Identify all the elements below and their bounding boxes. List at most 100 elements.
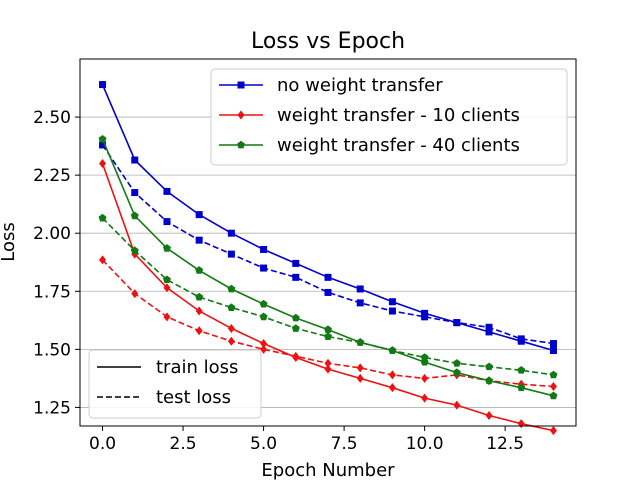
data-point: [549, 347, 557, 355]
data-point: [549, 370, 558, 379]
data-point: [292, 351, 300, 361]
data-point: [292, 273, 300, 281]
data-point: [452, 359, 461, 367]
data-point: [485, 328, 493, 336]
data-point: [356, 285, 364, 293]
data-point: [324, 325, 332, 333]
legend-label: weight transfer - 40 clients: [277, 135, 520, 156]
legend-marker: [237, 110, 245, 120]
y-tick-label: 1.75: [33, 282, 71, 302]
data-point: [549, 391, 558, 400]
x-tick-label: 7.5: [331, 434, 358, 454]
data-point: [162, 275, 171, 284]
x-tick-label: 10.0: [406, 434, 444, 454]
series-line: [101, 217, 554, 376]
legend-series-box: [210, 68, 568, 166]
data-point: [163, 312, 171, 322]
x-tick-label: 0.0: [89, 434, 116, 454]
y-tick-label: 1.25: [33, 398, 71, 418]
data-point: [485, 411, 493, 421]
data-point: [291, 313, 300, 322]
data-point: [99, 141, 107, 149]
data-point: [131, 189, 139, 197]
data-point: [421, 313, 429, 321]
data-point: [356, 299, 364, 307]
legend-label: weight transfer - 10 clients: [277, 105, 520, 126]
y-tick-label: 1.50: [33, 340, 71, 360]
legend-marker: [237, 81, 245, 89]
data-point: [356, 363, 364, 373]
data-point: [99, 81, 107, 89]
data-point: [130, 246, 139, 255]
data-point: [259, 312, 268, 321]
chart-title: Loss vs Epoch: [251, 29, 405, 54]
data-point: [260, 264, 268, 272]
data-point: [292, 259, 300, 267]
data-point: [324, 364, 332, 374]
data-point: [356, 338, 365, 346]
data-point: [485, 362, 494, 371]
data-point: [517, 366, 526, 374]
data-point: [388, 383, 396, 393]
data-point: [356, 373, 364, 383]
data-point: [388, 346, 397, 354]
legend-series: no weight transfer weight transfer - 10 c…: [210, 68, 568, 166]
series-test-pentagon: [98, 213, 558, 379]
data-point: [99, 159, 107, 169]
data-point: [98, 213, 107, 222]
y-tick-label: 2.50: [33, 108, 71, 128]
data-point: [388, 370, 396, 380]
data-point: [260, 344, 268, 354]
x-tick-label: 2.5: [170, 434, 197, 454]
data-point: [485, 376, 494, 385]
data-point: [324, 273, 332, 281]
data-point: [227, 336, 235, 346]
data-point: [549, 340, 557, 348]
plot-frame: [79, 58, 577, 427]
data-point: [195, 306, 203, 316]
data-point: [421, 373, 429, 383]
data-point: [259, 299, 268, 308]
x-axis-label: Epoch Number: [261, 460, 395, 480]
data-point: [98, 134, 107, 143]
legend-style-label: train loss: [156, 357, 238, 378]
data-point: [453, 319, 461, 327]
series-line: [101, 144, 554, 345]
data-point: [131, 156, 139, 164]
data-point: [131, 289, 139, 299]
legend-label: no weight transfer: [277, 75, 443, 96]
data-point: [227, 323, 235, 333]
data-point: [163, 187, 171, 195]
data-point: [195, 292, 204, 301]
data-point: [420, 353, 429, 361]
data-point: [324, 358, 332, 368]
data-point: [260, 339, 268, 349]
data-point: [517, 335, 525, 343]
data-point: [227, 229, 235, 237]
data-point: [453, 400, 461, 410]
data-point: [260, 245, 268, 253]
data-point: [421, 393, 429, 403]
data-point: [130, 211, 139, 220]
data-point: [163, 283, 171, 293]
data-point: [195, 236, 203, 244]
legend-marker: [237, 140, 245, 149]
data-point: [195, 326, 203, 336]
data-point: [388, 307, 396, 315]
data-point: [195, 266, 204, 274]
data-point: [227, 284, 236, 293]
legend-style: train loss test loss: [88, 349, 262, 419]
axis-ticks: 0.0 2.5 5.0 7.5 10.0 12.5 1.25 1.50 1.75 2.00 2.25…: [33, 108, 524, 454]
data-point: [549, 426, 557, 436]
series-train-square: [99, 81, 557, 355]
data-point: [163, 218, 171, 226]
data-point: [227, 250, 235, 258]
y-tick-label: 2.25: [33, 166, 71, 186]
data-point: [324, 332, 332, 340]
data-point: [99, 255, 107, 265]
data-point: [388, 298, 396, 306]
data-point: [485, 323, 493, 331]
data-point: [324, 288, 332, 296]
data-point: [227, 303, 236, 311]
